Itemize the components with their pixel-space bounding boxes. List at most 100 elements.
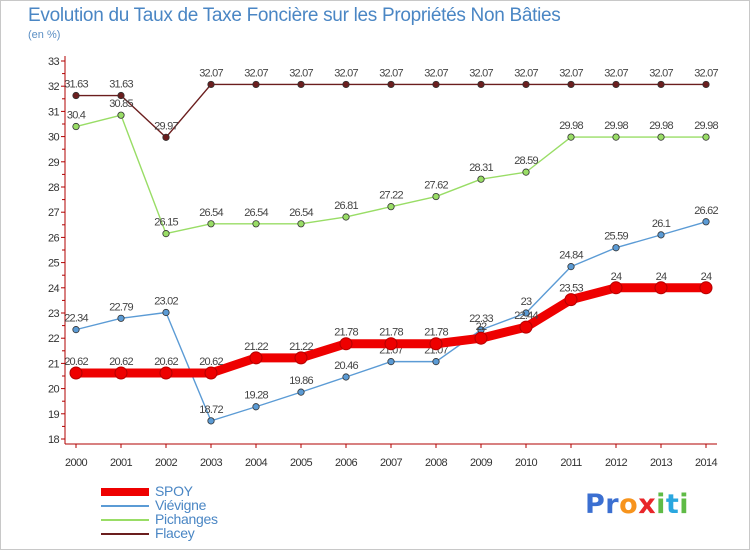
y-tick-label-27: 27 xyxy=(48,207,60,219)
data-point-flacey-2012 xyxy=(612,80,620,89)
y-tick-label-21: 21 xyxy=(48,358,60,370)
data-point-spoy-2010 xyxy=(519,320,533,334)
data-point-flacey-2001 xyxy=(117,91,125,100)
data-label-pichanges-2007: 27.22 xyxy=(379,190,403,202)
logo-letter: x xyxy=(638,489,657,520)
data-point-flacey-2000 xyxy=(72,91,80,100)
data-label-vievigne-2002: 23.02 xyxy=(154,295,178,307)
data-label-spoy-2012: 24 xyxy=(611,271,622,283)
data-point-flacey-2005 xyxy=(297,80,305,89)
legend-label-flacey: Flacey xyxy=(155,525,195,541)
legend-swatch-vievigne xyxy=(101,505,149,507)
legend-label-spoy: SPOY xyxy=(155,483,193,499)
x-tick-label-2014: 2014 xyxy=(695,457,718,469)
data-label-vievigne-2004: 19.28 xyxy=(244,390,268,402)
data-label-pichanges-2006: 26.81 xyxy=(334,200,358,212)
y-tick-label-26: 26 xyxy=(48,232,60,244)
data-label-spoy-2001: 20.62 xyxy=(109,356,133,368)
data-point-flacey-2011 xyxy=(567,80,575,89)
x-tick-label-2012: 2012 xyxy=(605,457,628,469)
data-point-vievigne-2001 xyxy=(117,314,125,322)
data-label-pichanges-2014: 29.98 xyxy=(694,120,718,132)
data-point-spoy-2000 xyxy=(69,366,83,380)
data-point-spoy-2013 xyxy=(654,281,668,295)
data-label-flacey-2012: 32.07 xyxy=(604,67,628,79)
x-tick-label-2003: 2003 xyxy=(200,457,223,469)
logo-letter: o xyxy=(619,489,639,520)
data-label-spoy-2007: 21.78 xyxy=(379,327,403,339)
x-tick-label-2002: 2002 xyxy=(155,457,178,469)
data-label-vievigne-2006: 20.46 xyxy=(334,360,358,372)
data-label-spoy-2002: 20.62 xyxy=(154,356,178,368)
data-point-pichanges-2001 xyxy=(117,111,125,119)
data-point-flacey-2013 xyxy=(657,80,665,89)
series-line-vievigne xyxy=(75,221,707,422)
data-point-pichanges-2011 xyxy=(567,133,575,141)
data-label-vievigne-2001: 22.79 xyxy=(109,301,133,313)
data-point-spoy-2001 xyxy=(114,366,128,380)
data-label-vievigne-2012: 25.59 xyxy=(604,231,628,243)
data-point-vievigne-2007 xyxy=(387,358,395,366)
y-tick-label-25: 25 xyxy=(48,258,60,270)
data-point-spoy-2002 xyxy=(159,366,173,380)
x-tick-label-2001: 2001 xyxy=(110,457,133,469)
data-label-flacey-2009: 32.07 xyxy=(469,67,493,79)
data-label-pichanges-2010: 28.59 xyxy=(514,155,538,167)
data-point-spoy-2008 xyxy=(429,337,443,351)
data-point-pichanges-2014 xyxy=(702,133,710,141)
data-point-vievigne-2008 xyxy=(432,358,440,366)
y-tick-label-22: 22 xyxy=(48,333,60,345)
data-point-spoy-2011 xyxy=(564,293,578,307)
data-label-spoy-2008: 21.78 xyxy=(424,327,448,339)
data-point-pichanges-2010 xyxy=(522,168,530,176)
data-label-spoy-2006: 21.78 xyxy=(334,327,358,339)
data-point-pichanges-2012 xyxy=(612,133,620,141)
data-label-vievigne-2009: 22.33 xyxy=(469,313,493,325)
data-label-vievigne-2010: 23 xyxy=(521,296,532,308)
proxiti-logo: Proxiti xyxy=(585,489,689,520)
data-point-pichanges-2008 xyxy=(432,192,440,201)
data-label-flacey-2005: 32.07 xyxy=(289,67,313,79)
data-point-pichanges-2003 xyxy=(207,220,215,228)
data-point-pichanges-2009 xyxy=(477,175,485,183)
data-point-vievigne-2002 xyxy=(162,308,170,317)
data-point-pichanges-2002 xyxy=(162,230,170,238)
legend-swatch-spoy xyxy=(101,488,149,496)
data-point-vievigne-2004 xyxy=(252,403,260,411)
data-label-pichanges-2013: 29.98 xyxy=(649,120,673,132)
x-tick-label-2006: 2006 xyxy=(335,457,358,469)
data-point-pichanges-2005 xyxy=(297,220,305,228)
data-label-flacey-2003: 32.07 xyxy=(199,67,223,79)
data-point-spoy-2012 xyxy=(609,281,623,295)
data-label-vievigne-2011: 24.84 xyxy=(559,250,583,262)
x-tick-label-2007: 2007 xyxy=(380,457,403,469)
y-axis-unit: (en %) xyxy=(28,29,61,41)
x-tick-label-2011: 2011 xyxy=(560,457,582,469)
data-point-vievigne-2003 xyxy=(207,417,215,425)
legend-label-pichanges: Pichanges xyxy=(155,511,218,527)
data-point-pichanges-2006 xyxy=(342,213,350,221)
data-point-flacey-2008 xyxy=(432,80,440,89)
legend-swatch-flacey xyxy=(101,533,149,535)
data-point-vievigne-2005 xyxy=(297,388,305,396)
data-point-vievigne-2011 xyxy=(567,263,575,271)
logo-letter: t xyxy=(665,489,680,520)
x-tick-label-2000: 2000 xyxy=(65,457,88,469)
x-tick-label-2010: 2010 xyxy=(515,457,538,469)
data-point-spoy-2003 xyxy=(204,366,218,380)
x-tick-label-2008: 2008 xyxy=(425,457,448,469)
data-label-flacey-2001: 31.63 xyxy=(109,79,133,91)
data-label-spoy-2003: 20.62 xyxy=(199,356,223,368)
data-label-flacey-2011: 32.07 xyxy=(559,67,583,79)
logo-letter: i xyxy=(656,489,666,520)
y-tick-label-24: 24 xyxy=(48,283,60,295)
y-tick-label-19: 19 xyxy=(48,409,60,421)
data-point-vievigne-2012 xyxy=(612,244,620,252)
data-label-pichanges-2005: 26.54 xyxy=(289,207,313,219)
data-point-flacey-2003 xyxy=(207,80,215,89)
data-point-vievigne-2006 xyxy=(342,373,350,381)
data-label-flacey-2004: 32.07 xyxy=(244,67,268,79)
logo-letter: P xyxy=(585,489,606,520)
data-point-vievigne-2000 xyxy=(72,326,80,334)
